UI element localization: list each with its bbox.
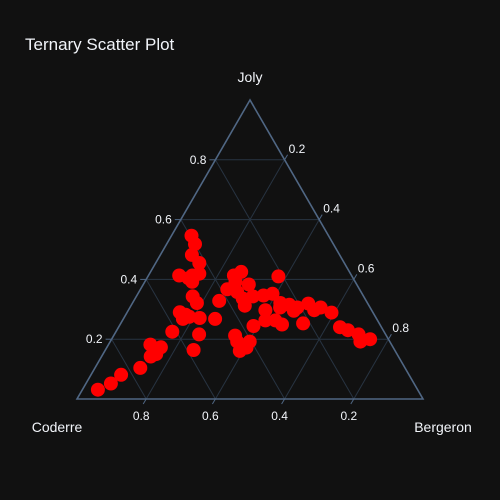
data-point [271, 269, 286, 284]
tickmark-coderre [211, 398, 216, 405]
tick-label-bergeron: 0.8 [392, 321, 409, 335]
data-point [307, 303, 322, 318]
data-point [258, 313, 273, 328]
data-point [143, 337, 158, 352]
tick-label-joly: 0.2 [86, 332, 103, 346]
axis-title-joly: Joly [238, 69, 263, 85]
tickmark-bergeron [353, 274, 358, 280]
data-point [241, 277, 256, 292]
data-point [185, 274, 200, 289]
data-point [246, 319, 261, 333]
data-point [265, 286, 280, 301]
tick-label-bergeron: 0.6 [358, 261, 375, 275]
tickmark-coderre [142, 398, 147, 405]
tick-label-coderre: 0.8 [133, 409, 150, 423]
data-point [237, 298, 252, 313]
tick-label-joly: 0.8 [190, 153, 207, 167]
data-point [143, 349, 158, 364]
data-point [186, 343, 201, 357]
data-point [239, 340, 254, 355]
data-point [296, 316, 311, 331]
data-point [189, 296, 204, 310]
data-point [258, 303, 273, 318]
tick-label-coderre: 0.2 [340, 409, 357, 423]
gridline-coderre [111, 338, 147, 400]
data-point [90, 382, 105, 397]
axis-title-coderre: Coderre [32, 419, 83, 435]
tick-label-coderre: 0.4 [271, 409, 288, 423]
data-point [188, 237, 202, 252]
gridline-bergeron [353, 338, 389, 400]
tickmark-coderre [350, 398, 355, 405]
tickmark-bergeron [387, 333, 392, 340]
ternary-frame [75, 98, 425, 400]
data-point [103, 376, 118, 391]
tickmark-bergeron [284, 154, 289, 161]
data-point [175, 311, 190, 326]
data-point [208, 311, 223, 326]
gridline-coderre [145, 279, 216, 400]
tick-label-bergeron: 0.4 [323, 202, 340, 216]
data-points [90, 228, 378, 397]
tickmark-bergeron [318, 214, 323, 220]
data-point [133, 360, 148, 375]
tick-label-joly: 0.4 [121, 272, 138, 286]
tickmark-coderre [281, 398, 286, 405]
data-point [192, 311, 207, 325]
chart-title: Ternary Scatter Plot [25, 35, 175, 54]
data-point [114, 367, 129, 382]
tick-labels: 0.2 0.4 0.6 0.8 0.2 0.4 0.6 0.8 0.2 0.4 0.6 0.8 [86, 142, 409, 423]
gridline-bergeron [284, 279, 355, 400]
data-point [212, 293, 227, 308]
data-point [192, 256, 207, 270]
data-point [340, 323, 355, 338]
tick-label-coderre: 0.6 [202, 409, 219, 423]
data-point [286, 303, 301, 318]
tick-label-bergeron: 0.2 [289, 142, 306, 156]
axis-title-bergeron: Bergeron [414, 419, 472, 435]
triangle-frame [75, 98, 425, 400]
data-point [363, 332, 378, 347]
data-point [273, 300, 288, 315]
data-point [165, 324, 180, 339]
data-point [324, 305, 339, 320]
data-point [192, 327, 207, 342]
tick-label-joly: 0.6 [155, 213, 172, 227]
data-point [275, 317, 289, 332]
